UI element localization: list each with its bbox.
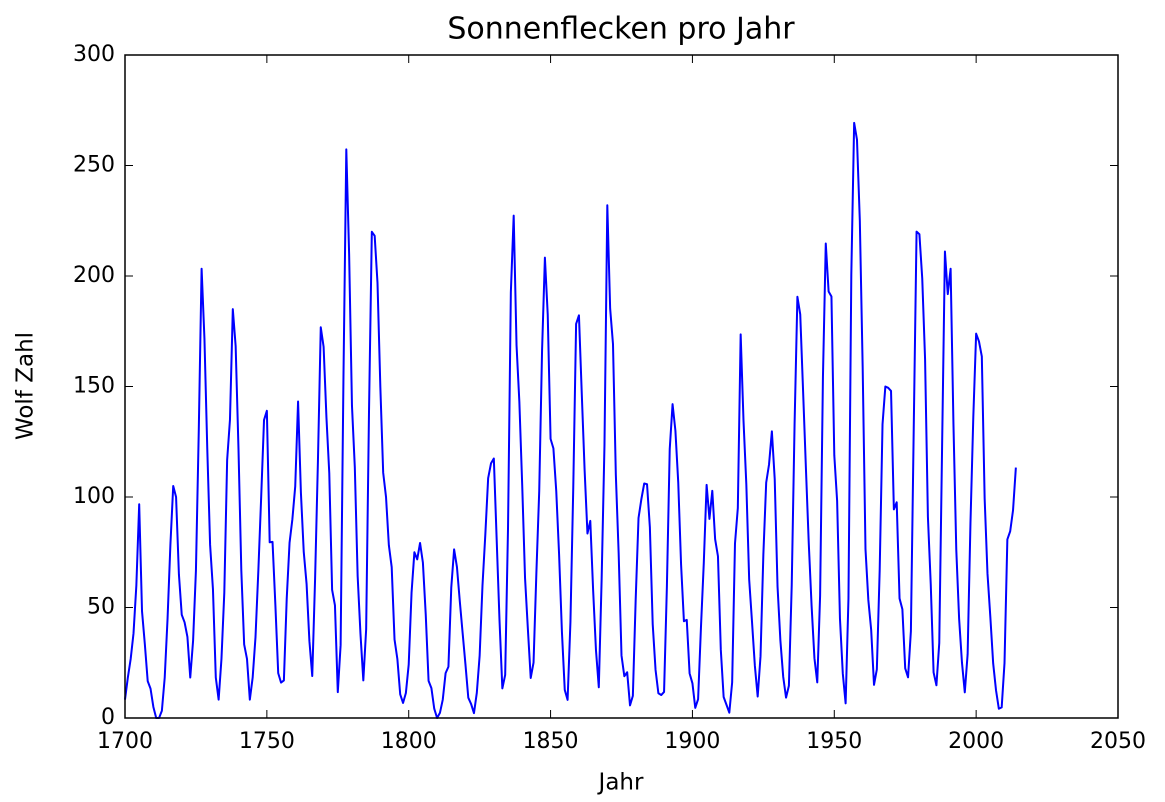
x-tick-label: 2050: [1090, 729, 1146, 754]
plot-frame: [124, 54, 1119, 719]
x-tick-label: 1800: [381, 729, 437, 754]
y-tick-label: 300: [73, 42, 115, 67]
y-axis-label: Wolf Zahl: [13, 332, 39, 440]
line-series: [124, 121, 1017, 719]
y-tick-label: 50: [87, 595, 115, 620]
x-tick-label: 1900: [664, 729, 720, 754]
y-tick-label: 0: [101, 705, 115, 730]
y-tick-label: 200: [73, 263, 115, 288]
x-tick-label: 2000: [948, 729, 1004, 754]
y-tick-label: 150: [73, 374, 115, 399]
y-tick-label: 250: [73, 153, 115, 178]
x-tick-label: 1950: [806, 729, 862, 754]
x-tick-label: 1850: [523, 729, 579, 754]
x-tick-label: 1750: [239, 729, 295, 754]
x-tick-label: 1700: [97, 729, 153, 754]
x-axis-label: Jahr: [597, 770, 644, 796]
y-tick-label: 100: [73, 484, 115, 509]
chart-title: Sonnenflecken pro Jahr: [447, 12, 795, 47]
